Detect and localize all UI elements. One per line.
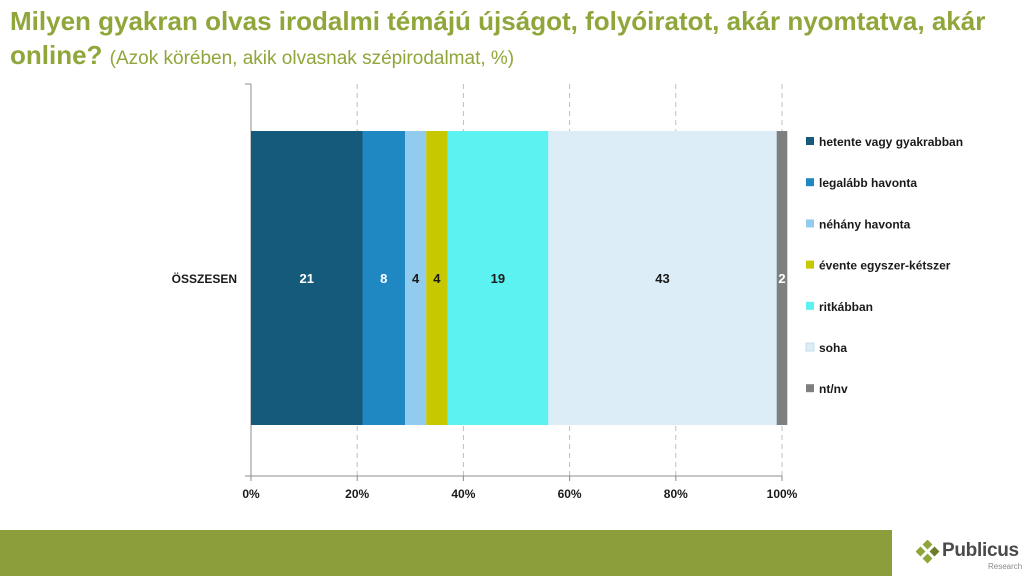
x-tick-label: 40%	[451, 487, 475, 501]
bar-segment	[362, 131, 405, 425]
legend-label: soha	[819, 341, 847, 355]
x-tick-label: 0%	[242, 487, 260, 501]
legend-label: nt/nv	[819, 382, 848, 396]
logo-name: Publicus	[942, 540, 1019, 561]
logo-subtitle: Research	[988, 562, 1023, 571]
logo-diamond-icon	[916, 540, 940, 564]
legend-swatch	[806, 137, 814, 145]
legend-swatch	[806, 384, 814, 393]
data-label: 4	[412, 271, 420, 286]
bar-segment	[776, 131, 788, 425]
data-label: 19	[491, 271, 505, 286]
data-label: 43	[655, 271, 669, 286]
bar-segment	[447, 131, 549, 425]
legend-label: hetente vagy gyakrabban	[819, 135, 963, 149]
legend-swatch	[806, 301, 814, 310]
x-tick-label: 100%	[767, 487, 798, 501]
legend-swatch	[806, 260, 814, 269]
chart-title: Milyen gyakran olvas irodalmi témájú újs…	[10, 4, 1010, 76]
chart-subtitle: (Azok körében, akik olvasnak szépirodalm…	[109, 48, 515, 69]
data-label: 2	[778, 271, 785, 286]
chart-title-main: Milyen gyakran olvas irodalmi témájú újs…	[10, 6, 986, 70]
legend-label: legalább havonta	[819, 176, 917, 190]
data-label: 4	[433, 271, 441, 286]
publicus-logo: Publicus Research	[916, 536, 1024, 574]
legend-swatch	[805, 342, 815, 352]
legend-label: ritkábban	[819, 300, 873, 314]
legend-swatch	[806, 178, 814, 187]
bar-segment	[404, 131, 427, 425]
footer-bar	[0, 530, 892, 576]
legend-label: évente egyszer-kétszer	[819, 259, 951, 273]
category-label: ÖSSZESEN	[172, 271, 237, 286]
bar-segment	[426, 131, 448, 425]
legend-label: néhány havonta	[819, 217, 911, 231]
bar-segment	[251, 131, 363, 425]
data-label: 8	[380, 271, 387, 286]
bar-segment	[548, 131, 777, 425]
data-label: 21	[300, 271, 314, 286]
x-tick-label: 60%	[558, 487, 582, 501]
x-tick-label: 80%	[664, 487, 688, 501]
x-tick-label: 20%	[345, 487, 369, 501]
legend-swatch	[806, 219, 814, 228]
